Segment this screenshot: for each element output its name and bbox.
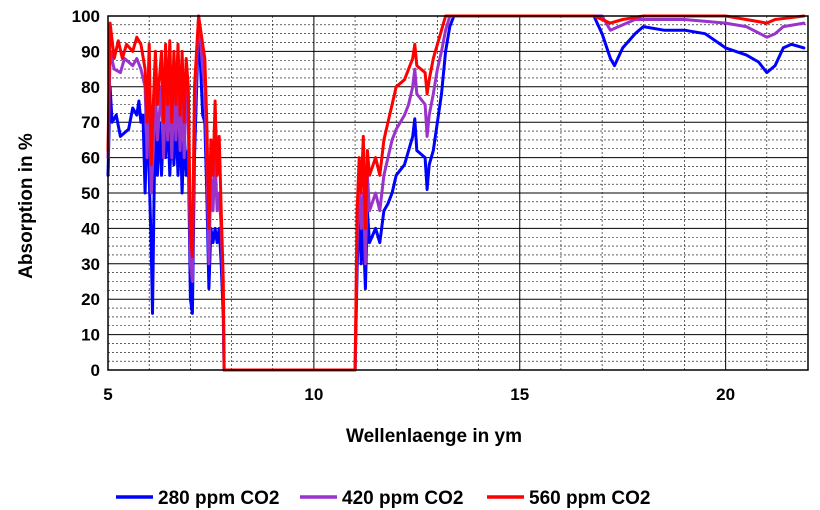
y-tick-labels: 0 10 20 30 40 50 60 70 80 90 100 bbox=[72, 7, 100, 380]
x-tick-label: 20 bbox=[716, 385, 735, 404]
y-tick-label: 100 bbox=[72, 7, 100, 26]
legend-label: 280 ppm CO2 bbox=[158, 488, 279, 509]
legend-label: 420 ppm CO2 bbox=[342, 488, 463, 509]
legend-item-1: 280 ppm CO2 bbox=[116, 488, 279, 509]
y-tick-label: 30 bbox=[81, 255, 100, 274]
x-tick-label: 15 bbox=[510, 385, 529, 404]
legend-item-3: 560 ppm CO2 bbox=[487, 488, 650, 509]
legend: 280 ppm CO2 420 ppm CO2 560 ppm CO2 bbox=[116, 488, 650, 509]
legend-item-2: 420 ppm CO2 bbox=[300, 488, 463, 509]
y-tick-label: 0 bbox=[91, 361, 100, 380]
y-tick-label: 50 bbox=[81, 184, 100, 203]
x-tick-label: 5 bbox=[103, 385, 112, 404]
y-tick-label: 40 bbox=[81, 219, 100, 238]
x-tick-labels: 5 10 15 20 bbox=[103, 385, 735, 404]
y-tick-label: 60 bbox=[81, 149, 100, 168]
x-tick-label: 10 bbox=[304, 385, 323, 404]
x-axis-title: Wellenlaenge in ym bbox=[346, 426, 522, 447]
legend-label: 560 ppm CO2 bbox=[529, 488, 650, 509]
y-tick-label: 70 bbox=[81, 113, 100, 132]
plot-frame bbox=[107, 15, 809, 371]
y-tick-label: 20 bbox=[81, 290, 100, 309]
y-axis-title: Absorption in % bbox=[16, 133, 37, 279]
y-tick-label: 90 bbox=[81, 42, 100, 61]
y-tick-label: 10 bbox=[81, 326, 100, 345]
series-line-3 bbox=[106, 14, 806, 372]
series-layer bbox=[106, 14, 806, 372]
y-tick-label: 80 bbox=[81, 78, 100, 97]
